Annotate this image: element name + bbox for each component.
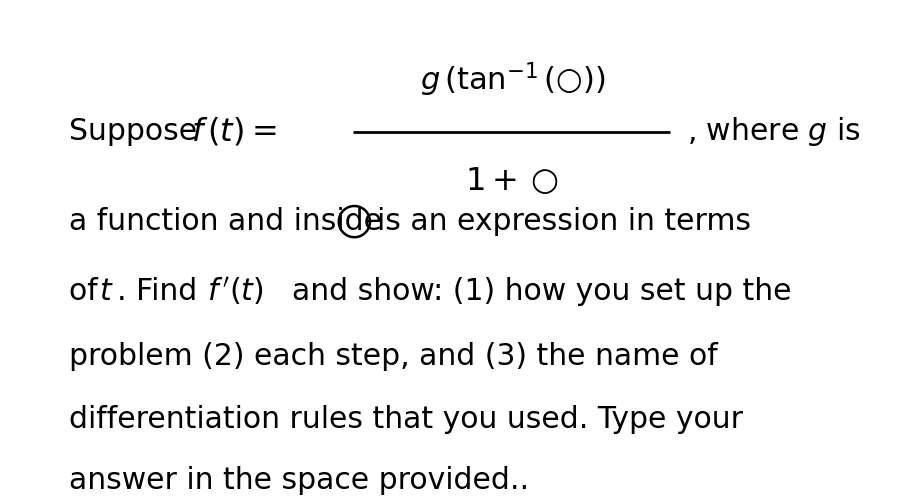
Text: $t$: $t$ — [99, 277, 114, 306]
Text: a function and inside: a function and inside — [69, 207, 391, 236]
Text: , where $g$ is: , where $g$ is — [687, 116, 860, 148]
Text: and show: (1) how you set up the: and show: (1) how you set up the — [292, 277, 791, 306]
Text: problem (2) each step, and (3) the name of: problem (2) each step, and (3) the name … — [69, 342, 718, 371]
Text: $f\,(t)=$: $f\,(t)=$ — [191, 116, 276, 148]
Text: is an expression in terms: is an expression in terms — [377, 207, 751, 236]
Text: . Find: . Find — [117, 277, 207, 306]
Text: of: of — [69, 277, 107, 306]
Text: answer in the space provided..: answer in the space provided.. — [69, 466, 529, 495]
Text: Suppose: Suppose — [69, 118, 207, 146]
Text: $f\,'(t)$: $f\,'(t)$ — [207, 275, 263, 307]
Text: $1+\bigcirc$: $1+\bigcirc$ — [465, 166, 559, 197]
Text: differentiation rules that you used. Type your: differentiation rules that you used. Typ… — [69, 405, 743, 434]
Text: $g\,(\tan^{-1}(\bigcirc))$: $g\,(\tan^{-1}(\bigcirc))$ — [420, 60, 605, 99]
